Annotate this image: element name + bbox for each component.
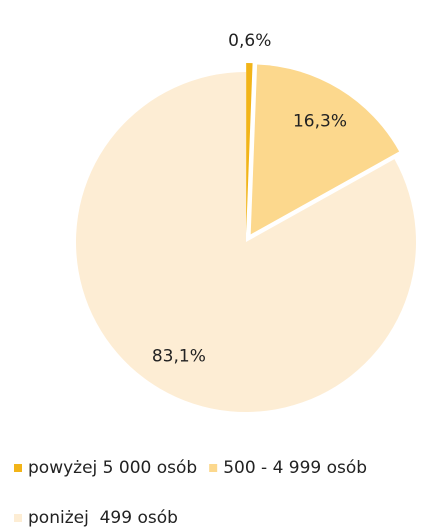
legend-label: 500 - 4 999 osób — [223, 458, 367, 478]
legend-marker — [14, 464, 22, 472]
legend-label: poniżej 499 osób — [28, 508, 178, 528]
data-label: 16,3% — [293, 111, 347, 131]
pie-slice — [246, 63, 253, 234]
legend-label: powyżej 5 000 osób — [28, 458, 197, 478]
pie-slice — [76, 72, 417, 413]
data-label: 83,1% — [152, 346, 206, 366]
legend-marker — [209, 464, 218, 472]
data-label: 0,6% — [228, 31, 271, 51]
pie-slice — [250, 64, 400, 235]
legend-marker — [14, 514, 22, 522]
